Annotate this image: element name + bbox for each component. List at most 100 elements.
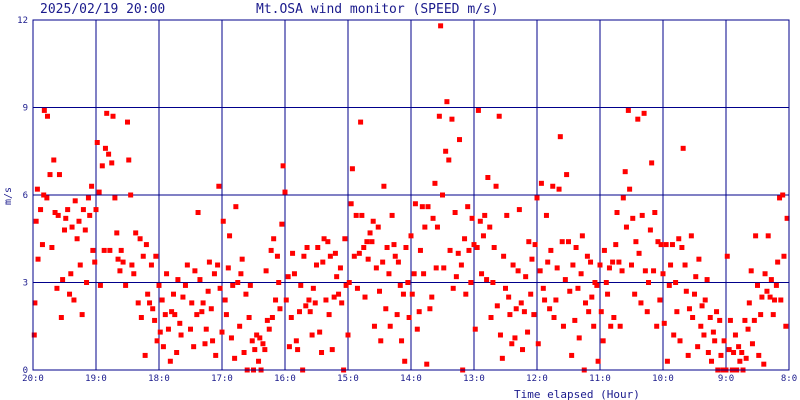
- data-point: [507, 312, 513, 318]
- data-point: [412, 201, 418, 207]
- data-point: [646, 280, 652, 285]
- data-point: [608, 323, 614, 329]
- data-point: [690, 315, 696, 320]
- data-point: [699, 303, 705, 309]
- data-point: [756, 352, 762, 358]
- data-point: [551, 315, 557, 320]
- data-point: [87, 212, 93, 218]
- data-point: [444, 99, 450, 105]
- data-point: [109, 160, 115, 166]
- data-point: [597, 262, 603, 268]
- data-point: [135, 300, 141, 306]
- data-point: [491, 245, 497, 250]
- data-point: [332, 250, 338, 256]
- data-point: [417, 247, 423, 253]
- data-point: [143, 242, 149, 248]
- data-point: [652, 210, 658, 215]
- data-point: [301, 253, 307, 259]
- data-point: [520, 347, 526, 353]
- data-point: [553, 297, 559, 303]
- data-point: [632, 291, 638, 297]
- data-point: [349, 166, 355, 172]
- data-point: [283, 297, 289, 303]
- data-point: [576, 335, 582, 341]
- y-axis-label: m/s: [3, 187, 14, 205]
- data-point: [175, 277, 181, 283]
- data-point: [627, 186, 633, 192]
- data-point: [462, 236, 468, 242]
- data-point: [772, 297, 778, 303]
- data-point: [521, 309, 527, 315]
- data-point: [309, 332, 315, 338]
- data-point: [228, 335, 234, 341]
- data-point: [337, 265, 343, 271]
- data-point: [208, 306, 214, 312]
- data-point: [74, 236, 80, 242]
- data-point: [359, 212, 365, 218]
- data-point: [67, 291, 73, 297]
- data-point: [303, 303, 309, 309]
- data-point: [280, 163, 286, 169]
- data-point: [666, 282, 672, 288]
- data-point: [271, 236, 277, 242]
- data-point: [69, 224, 75, 230]
- data-point: [465, 204, 471, 210]
- data-point: [92, 259, 98, 265]
- y-tick-label: 0: [23, 366, 28, 376]
- data-point: [329, 347, 335, 353]
- data-point: [765, 233, 771, 239]
- data-point: [595, 358, 601, 364]
- data-point: [525, 329, 531, 335]
- data-point: [213, 352, 219, 358]
- data-point: [472, 326, 478, 332]
- data-point: [41, 107, 47, 113]
- data-point: [562, 277, 568, 283]
- data-point: [509, 341, 515, 347]
- data-point: [432, 180, 438, 186]
- data-point: [537, 268, 543, 274]
- data-point: [319, 350, 325, 355]
- data-point: [200, 300, 206, 306]
- data-point: [397, 282, 403, 288]
- data-point: [742, 317, 748, 323]
- data-point: [326, 312, 332, 318]
- data-point: [123, 282, 129, 288]
- data-point: [668, 262, 674, 268]
- data-point: [153, 253, 159, 259]
- data-point: [416, 309, 422, 315]
- data-point: [110, 113, 116, 119]
- data-point: [605, 291, 611, 297]
- data-point: [264, 317, 270, 323]
- data-point: [31, 332, 37, 338]
- data-point: [145, 291, 151, 297]
- data-point: [598, 309, 604, 315]
- data-point: [762, 271, 768, 277]
- data-point: [164, 271, 170, 277]
- data-point: [126, 157, 132, 163]
- data-point: [510, 262, 516, 268]
- data-point: [373, 265, 379, 271]
- data-point: [286, 344, 292, 350]
- x-tick-label: 8:0: [781, 374, 797, 384]
- data-point: [232, 355, 238, 361]
- data-point: [584, 253, 590, 259]
- data-point: [381, 183, 387, 189]
- data-point: [695, 344, 701, 350]
- data-point: [649, 160, 655, 166]
- data-point: [647, 227, 653, 233]
- data-point: [749, 341, 755, 347]
- data-point: [386, 271, 392, 277]
- data-point: [220, 218, 226, 224]
- x-axis-label: Time elapsed (Hour): [514, 388, 640, 400]
- data-point: [613, 242, 619, 248]
- data-point: [685, 352, 691, 358]
- data-point: [775, 259, 781, 265]
- x-tick-label: 14:0: [400, 374, 422, 384]
- y-tick-label: 9: [23, 104, 28, 114]
- data-point: [102, 145, 108, 151]
- data-point: [403, 245, 409, 250]
- data-point: [165, 326, 171, 332]
- data-point: [506, 294, 512, 300]
- data-point: [501, 253, 507, 259]
- data-point: [591, 323, 597, 329]
